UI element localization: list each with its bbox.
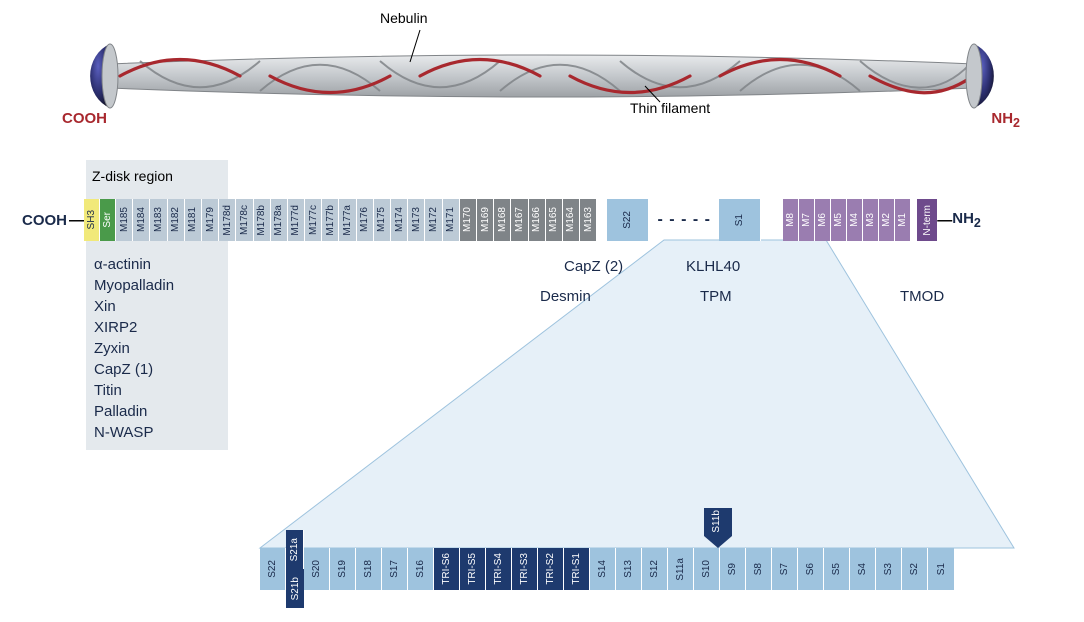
domain-m169: M169 [477, 199, 494, 241]
domain-m179: M179 [202, 199, 219, 241]
domain-tri-s2: TRI-S2 [538, 548, 564, 590]
domain-s1: S1 [719, 199, 761, 241]
domain-m182: M182 [168, 199, 185, 241]
z-disk-region-label: Z-disk region [92, 168, 173, 184]
domain-s22: S22 [260, 548, 286, 590]
klhl40-label: KLHL40 [686, 258, 740, 275]
domain-s6: S6 [798, 548, 824, 590]
domain-m163: M163 [580, 199, 597, 241]
domain-s2: S2 [902, 548, 928, 590]
domain-m178d: M178d [219, 199, 236, 241]
domain-tri-s3: TRI-S3 [512, 548, 538, 590]
domain-s16: S16 [408, 548, 434, 590]
domain-m184: M184 [133, 199, 150, 241]
domain-m168: M168 [494, 199, 511, 241]
domain-m177a: M177a [339, 199, 356, 241]
domain-s18: S18 [356, 548, 382, 590]
dash-left: — [69, 212, 84, 229]
domain-s19: S19 [330, 548, 356, 590]
zdisk-interaction: Xin [94, 296, 174, 317]
zdisk-interaction: Zyxin [94, 338, 174, 359]
domain-s8: S8 [746, 548, 772, 590]
domain-s1: S1 [928, 548, 954, 590]
domain-m164: M164 [563, 199, 580, 241]
domain-s10: S10 [694, 548, 720, 590]
domain-s3: S3 [876, 548, 902, 590]
desmin-label: Desmin [540, 288, 591, 305]
tmod-label: TMOD [900, 288, 944, 305]
domain-s13: S13 [616, 548, 642, 590]
nebulin-label: Nebulin [380, 10, 427, 26]
thin-filament-diagram: Nebulin Thin filament COOH NH2 [70, 6, 1014, 136]
nh2-filament: NH2 [991, 110, 1020, 130]
thin-filament-label: Thin filament [630, 100, 710, 116]
domain-s22: S22 [607, 199, 649, 241]
domain-s20: S20 [304, 548, 330, 590]
domain-m2: M2 [879, 199, 895, 241]
zdisk-interaction: XIRP2 [94, 317, 174, 338]
domain-s11a: S11a [668, 548, 694, 590]
domain-m165: M165 [546, 199, 563, 241]
domain-m176: M176 [357, 199, 374, 241]
domain-m8: M8 [783, 199, 799, 241]
domain-m178a: M178a [271, 199, 288, 241]
domain-m178c: M178c [236, 199, 253, 241]
domain-tri-s1: TRI-S1 [564, 548, 590, 590]
domain-m183: M183 [150, 199, 167, 241]
domain-m7: M7 [799, 199, 815, 241]
nh2-row: NH2 [952, 210, 981, 230]
zdisk-interaction: N-WASP [94, 422, 174, 443]
domain-tri-s4: TRI-S4 [486, 548, 512, 590]
domain-m166: M166 [529, 199, 546, 241]
domain-boxes: SH3SerM185M184M183M182M181M179M178dM178c… [84, 199, 937, 241]
domain-m185: M185 [116, 199, 133, 241]
domain-m172: M172 [425, 199, 442, 241]
domain-ser: Ser [100, 199, 116, 241]
zoom-row: S22S21aS21bS20S19S18S17S16TRI-S6TRI-S5TR… [260, 548, 954, 590]
domain-s9: S9 [720, 548, 746, 590]
domain-s21b: S21b [286, 569, 304, 608]
zdisk-interaction: α-actinin [94, 254, 174, 275]
capz2-label: CapZ (2) [564, 258, 623, 275]
dash-right: — [937, 212, 952, 229]
domain-m1: M1 [895, 199, 911, 241]
domain-s14: S14 [590, 548, 616, 590]
domain-m171: M171 [443, 199, 460, 241]
domain-s21a: S21a [286, 530, 304, 569]
domain-row: COOH — SH3SerM185M184M183M182M181M179M17… [22, 190, 1062, 250]
domain-s7: S7 [772, 548, 798, 590]
domain-m175: M175 [374, 199, 391, 241]
domain-m178b: M178b [254, 199, 271, 241]
domain-m4: M4 [847, 199, 863, 241]
tpm-label: TPM [700, 288, 732, 305]
cooh-row: COOH [22, 212, 67, 229]
super-repeat-ellipsis: - - - - - [649, 199, 719, 241]
zdisk-interaction: CapZ (1) [94, 359, 174, 380]
domain-s5: S5 [824, 548, 850, 590]
domain-m170: M170 [460, 199, 477, 241]
s11b-marker: S11b [704, 508, 732, 548]
domain-s4: S4 [850, 548, 876, 590]
domain-m173: M173 [408, 199, 425, 241]
domain-tri-s5: TRI-S5 [460, 548, 486, 590]
domain-m6: M6 [815, 199, 831, 241]
zdisk-interaction: Titin [94, 380, 174, 401]
zdisk-interaction: Palladin [94, 401, 174, 422]
domain-tri-s6: TRI-S6 [434, 548, 460, 590]
domain-m177b: M177b [322, 199, 339, 241]
domain-s12: S12 [642, 548, 668, 590]
zdisk-interaction: Myopalladin [94, 275, 174, 296]
domain-m174: M174 [391, 199, 408, 241]
domain-m167: M167 [511, 199, 528, 241]
domain-m5: M5 [831, 199, 847, 241]
domain-m177d: M177d [288, 199, 305, 241]
domain-sh3: SH3 [84, 199, 100, 241]
domain-n-term: N-term [917, 199, 937, 241]
domain-m3: M3 [863, 199, 879, 241]
cooh-filament: COOH [62, 110, 107, 127]
domain-s17: S17 [382, 548, 408, 590]
z-disk-interactions-list: α-actininMyopalladinXinXIRP2ZyxinCapZ (1… [94, 254, 174, 443]
domain-m177c: M177c [305, 199, 322, 241]
domain-m181: M181 [185, 199, 202, 241]
